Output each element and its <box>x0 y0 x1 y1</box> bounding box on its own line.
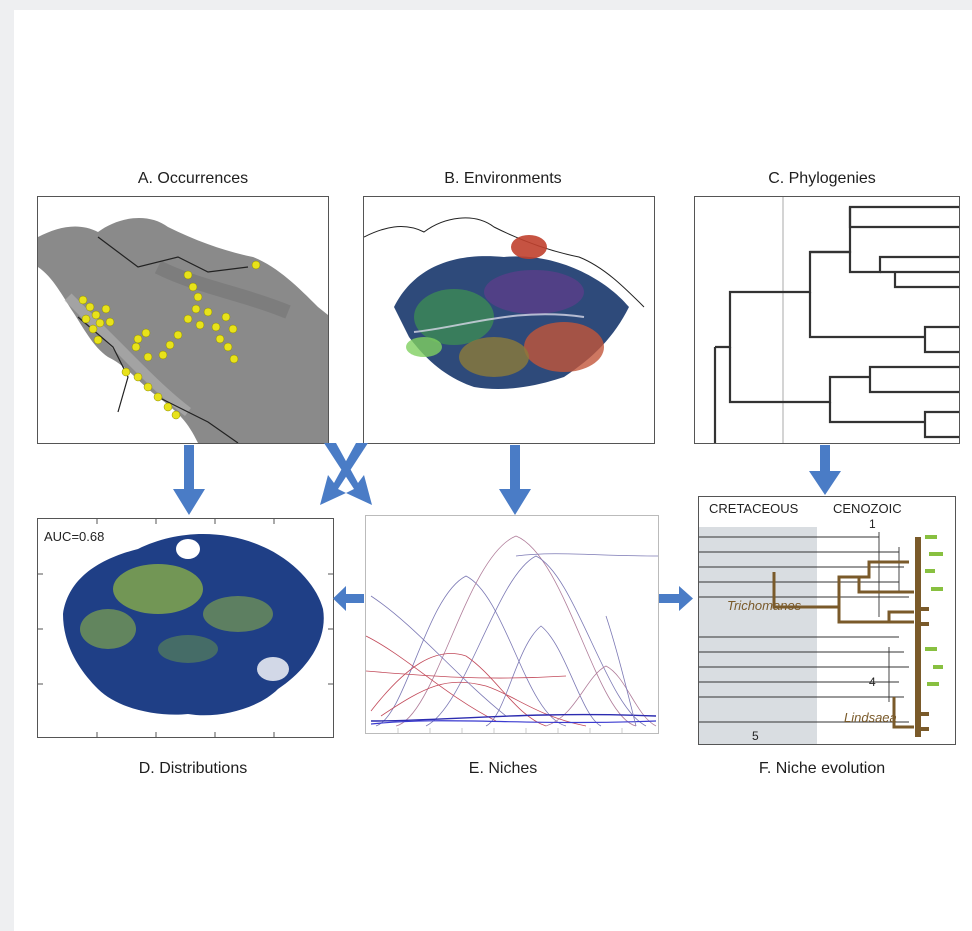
panel-f-title: F. Niche evolution <box>758 760 886 777</box>
panel-a-occurrences-map <box>37 196 329 444</box>
panel-e-title: E. Niches <box>468 760 538 777</box>
node-5-label: 5 <box>752 729 759 743</box>
arrow-c-to-f <box>809 445 841 495</box>
panel-a-title: A. Occurrences <box>137 170 249 187</box>
arrow-e-to-f <box>659 586 693 611</box>
arrow-a-to-d <box>173 445 205 515</box>
clade-lindsaea-label: Lindsaea <box>844 710 897 725</box>
clade-trichomanes-label: Trichomanes <box>727 598 802 613</box>
cross-arrows-ab <box>320 443 372 505</box>
node-4-label: 4 <box>869 675 876 689</box>
panel-d-title: D. Distributions <box>138 760 248 777</box>
panel-d-distribution-map: AUC=0.68 <box>37 518 334 738</box>
era-cenozoic-label: CENOZOIC <box>833 501 902 516</box>
panel-c-title: C. Phylogenies <box>768 170 876 187</box>
panel-b-title: B. Environments <box>444 170 562 187</box>
arrow-b-to-e <box>499 445 531 515</box>
figure-canvas <box>14 10 972 931</box>
panel-e-niche-curves <box>365 515 659 734</box>
node-1-label: 1 <box>869 517 876 531</box>
era-cretaceous-label: CRETACEOUS <box>709 501 799 516</box>
panel-f-niche-evolution: CRETACEOUS CENOZOIC 1 Trichomanes 4 Lind… <box>698 496 956 745</box>
auc-label: AUC=0.68 <box>44 529 105 544</box>
panel-b-environments-map <box>363 196 655 444</box>
arrow-e-to-d <box>333 586 364 611</box>
panel-c-phylogeny-tree <box>694 196 960 444</box>
